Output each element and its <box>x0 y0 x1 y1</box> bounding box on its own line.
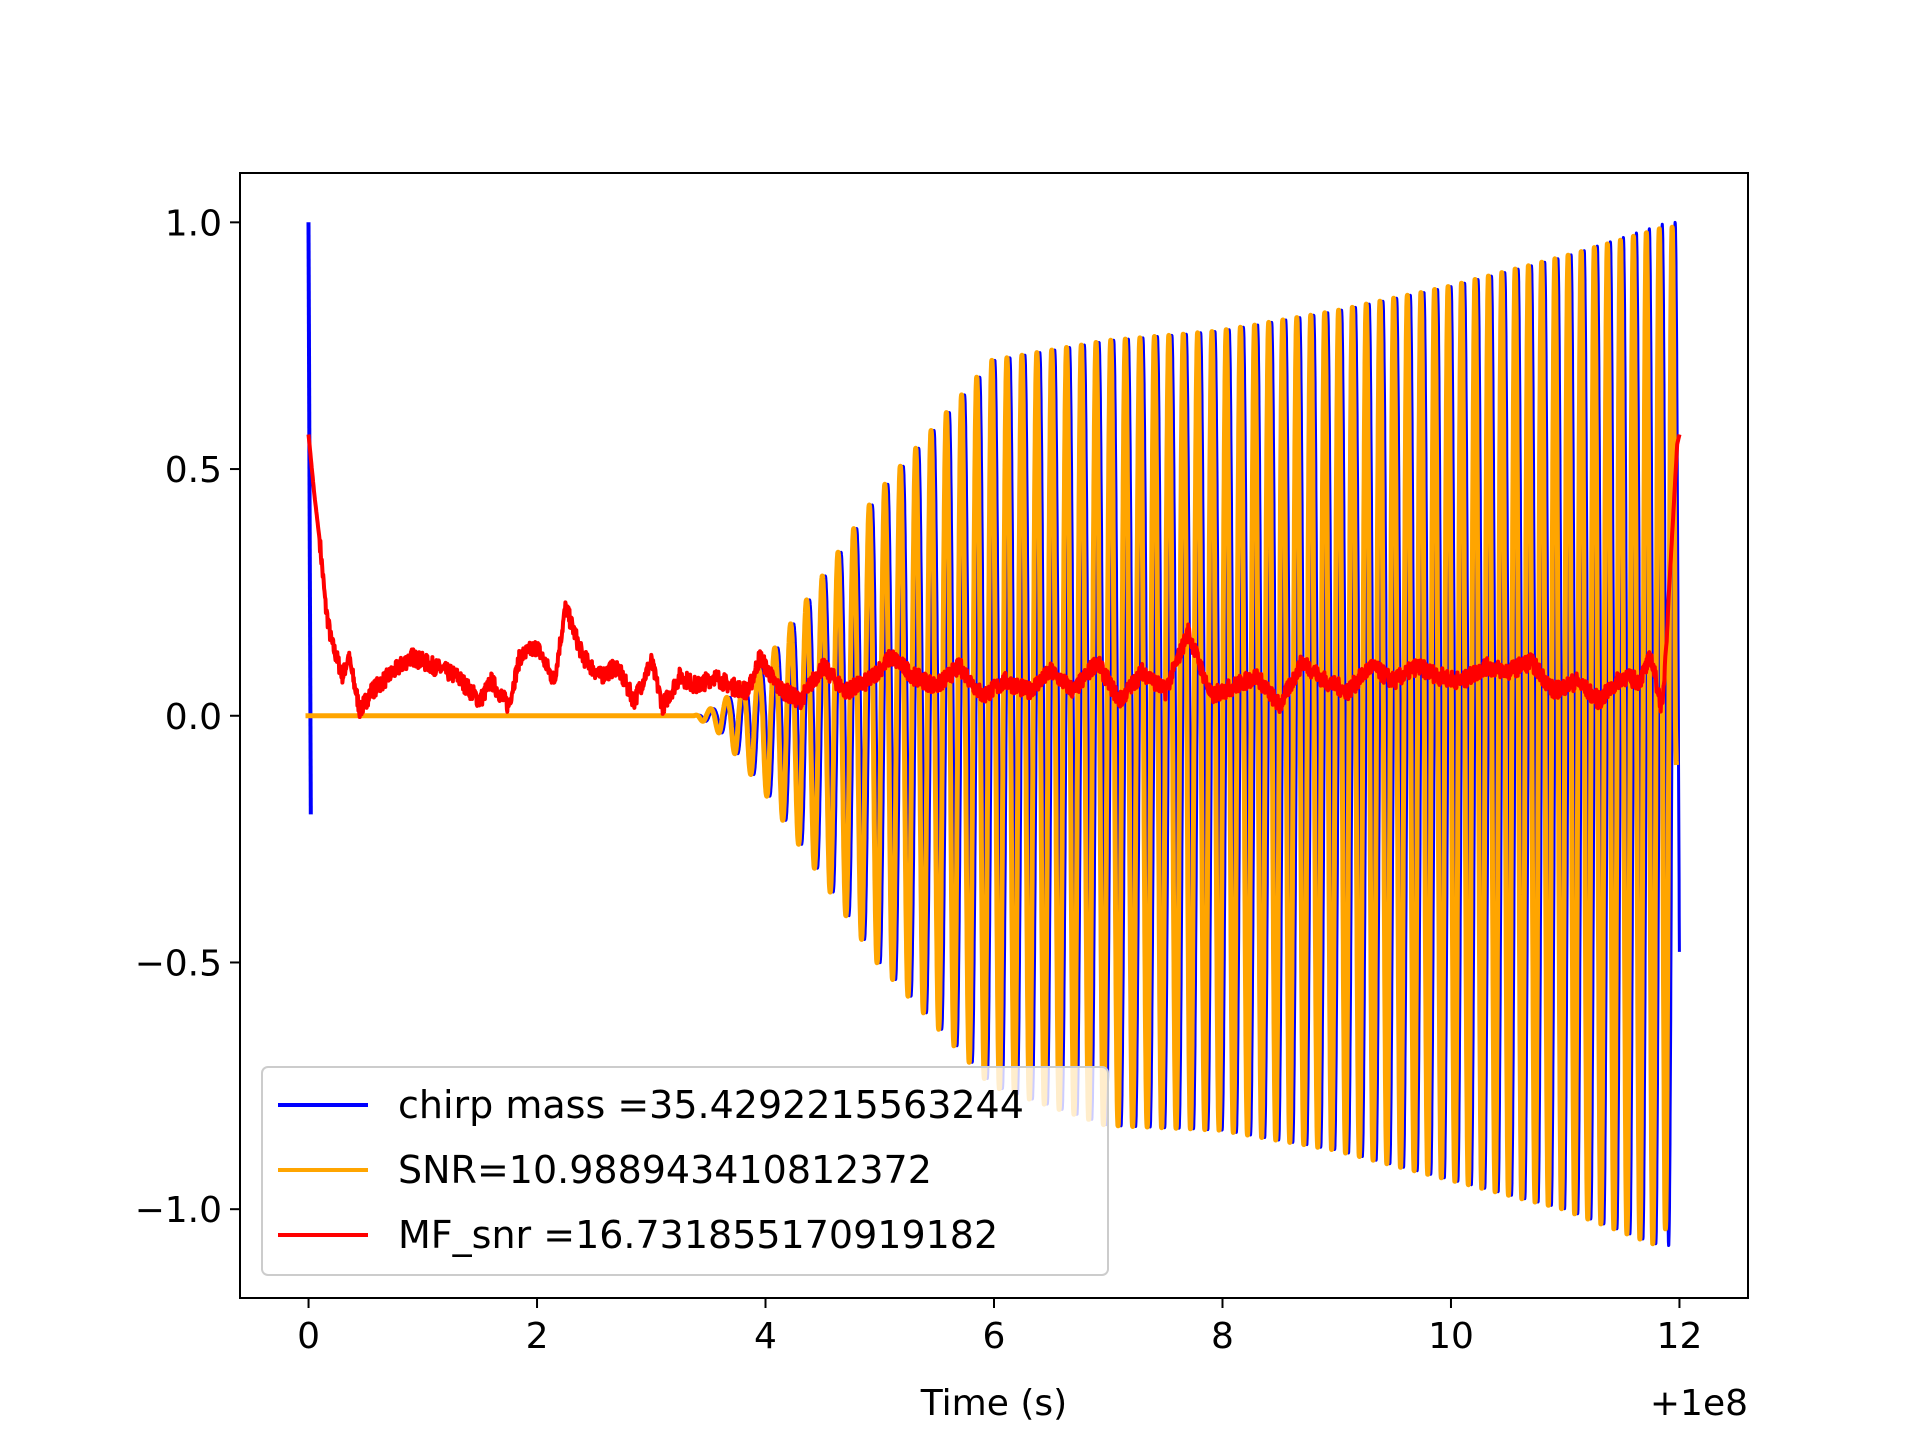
legend-label-chirp-mass: chirp mass =35.4292215563244 <box>398 1083 1024 1127</box>
mf-snr-line <box>306 434 1682 719</box>
x-tick-label: 0 <box>297 1316 320 1357</box>
x-tick-label: 4 <box>754 1316 777 1357</box>
y-tick-label: 0.0 <box>165 697 222 738</box>
x-tick-label: 2 <box>526 1316 549 1357</box>
chirp-mass-spike <box>306 222 313 815</box>
series-mf-snr <box>306 434 1682 719</box>
x-tick-label: 6 <box>983 1316 1006 1357</box>
y-tick-label: −0.5 <box>135 943 222 984</box>
legend-box <box>261 1066 1109 1276</box>
x-axis: 0 2 4 6 8 10 12 <box>297 1298 1702 1357</box>
x-axis-label: Time (s) <box>920 1383 1067 1424</box>
y-axis: −1.0 −0.5 0.0 0.5 1.0 <box>135 203 240 1231</box>
series-snr <box>305 224 1679 1247</box>
y-tick-label: 1.0 <box>165 203 222 244</box>
legend: chirp mass =35.4292215563244 SNR=10.9889… <box>261 1066 1109 1276</box>
series-layer <box>305 220 1682 1247</box>
x-tick-label: 8 <box>1211 1316 1234 1357</box>
x-tick-label: 12 <box>1657 1316 1703 1357</box>
y-tick-label: −1.0 <box>135 1190 222 1231</box>
y-tick-label: 0.5 <box>165 450 222 491</box>
snr-line <box>305 224 1679 1247</box>
legend-label-snr: SNR=10.988943410812372 <box>398 1148 932 1192</box>
x-axis-offset-label: +1e8 <box>1650 1383 1748 1424</box>
legend-label-mf-snr: MF_snr =16.731855170919182 <box>398 1213 998 1257</box>
x-tick-label: 10 <box>1428 1316 1474 1357</box>
